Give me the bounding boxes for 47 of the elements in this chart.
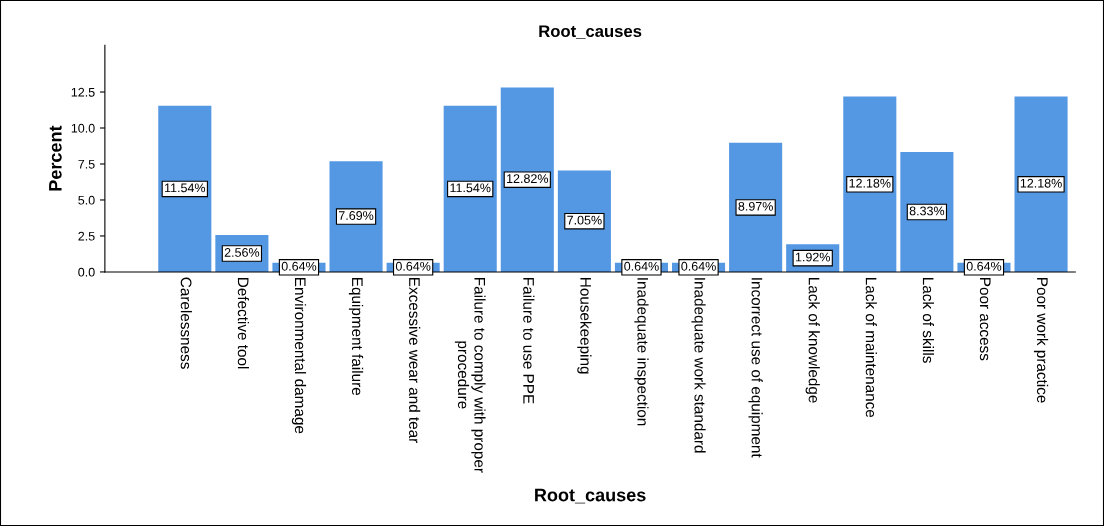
y-tick-label: 10.0 bbox=[71, 123, 95, 133]
y-tick-label: 2.5 bbox=[78, 231, 95, 241]
x-tick-label: Lack of maintenance bbox=[865, 278, 877, 418]
y-axis-title: Percent bbox=[49, 125, 62, 191]
data-label: 0.64% bbox=[395, 261, 431, 271]
x-tick-label: Carelessness bbox=[180, 277, 192, 369]
y-tick-label: 12.5 bbox=[71, 87, 95, 97]
data-label: 0.64% bbox=[624, 261, 659, 271]
bar bbox=[443, 105, 497, 272]
y-tick-label: 5.0 bbox=[78, 195, 95, 205]
data-label: 0.64% bbox=[681, 261, 716, 271]
x-tick-label: Failure to use PPE bbox=[523, 278, 535, 404]
data-label: 7.69% bbox=[338, 211, 374, 220]
x-tick-label: Poor access bbox=[979, 278, 991, 361]
data-label: 7.05% bbox=[567, 215, 602, 225]
bar bbox=[843, 96, 897, 272]
data-label: 0.64% bbox=[281, 261, 317, 271]
x-tick-label: Lack of knowledge bbox=[805, 278, 820, 403]
bar bbox=[1014, 96, 1068, 272]
data-label: 0.64% bbox=[966, 261, 1002, 271]
data-label: 11.54% bbox=[450, 183, 491, 193]
bar bbox=[900, 152, 954, 272]
x-tick-label: Equipment failure bbox=[348, 278, 364, 396]
x-tick-label: Poor work practice bbox=[1033, 278, 1049, 403]
data-label: 12.18% bbox=[849, 178, 891, 188]
x-tick-label: Defective tool bbox=[237, 278, 249, 369]
bar bbox=[158, 105, 212, 272]
x-tick-label: Inadequate work standard bbox=[691, 278, 706, 453]
data-label: 11.54% bbox=[165, 183, 206, 193]
x-tick-label: Lack of skills bbox=[922, 278, 934, 363]
data-label: 8.97% bbox=[738, 201, 773, 211]
x-tick-label: Failure to comply with proper procedure bbox=[454, 278, 486, 473]
x-tick-label: Inadequate inspection bbox=[634, 278, 649, 426]
data-label: 1.92% bbox=[795, 252, 830, 262]
data-label: 8.33% bbox=[909, 206, 945, 216]
data-label: 12.18% bbox=[1020, 178, 1062, 188]
bar bbox=[500, 87, 554, 272]
x-tick-label: Incorrect use of equipment bbox=[748, 278, 763, 458]
data-label: 2.56% bbox=[224, 248, 260, 257]
chart-title: Root_causes bbox=[539, 25, 642, 39]
x-axis-title: Root_causes bbox=[535, 488, 646, 504]
y-tick-label: 7.5 bbox=[78, 159, 95, 169]
x-tick-label: Environmental damage bbox=[291, 278, 307, 434]
x-tick-label: Housekeeping bbox=[577, 278, 592, 374]
x-tick-label: Excessive wear and tear bbox=[409, 278, 421, 443]
data-label: 12.82% bbox=[507, 174, 549, 184]
y-tick-label: 0.0 bbox=[78, 267, 95, 277]
